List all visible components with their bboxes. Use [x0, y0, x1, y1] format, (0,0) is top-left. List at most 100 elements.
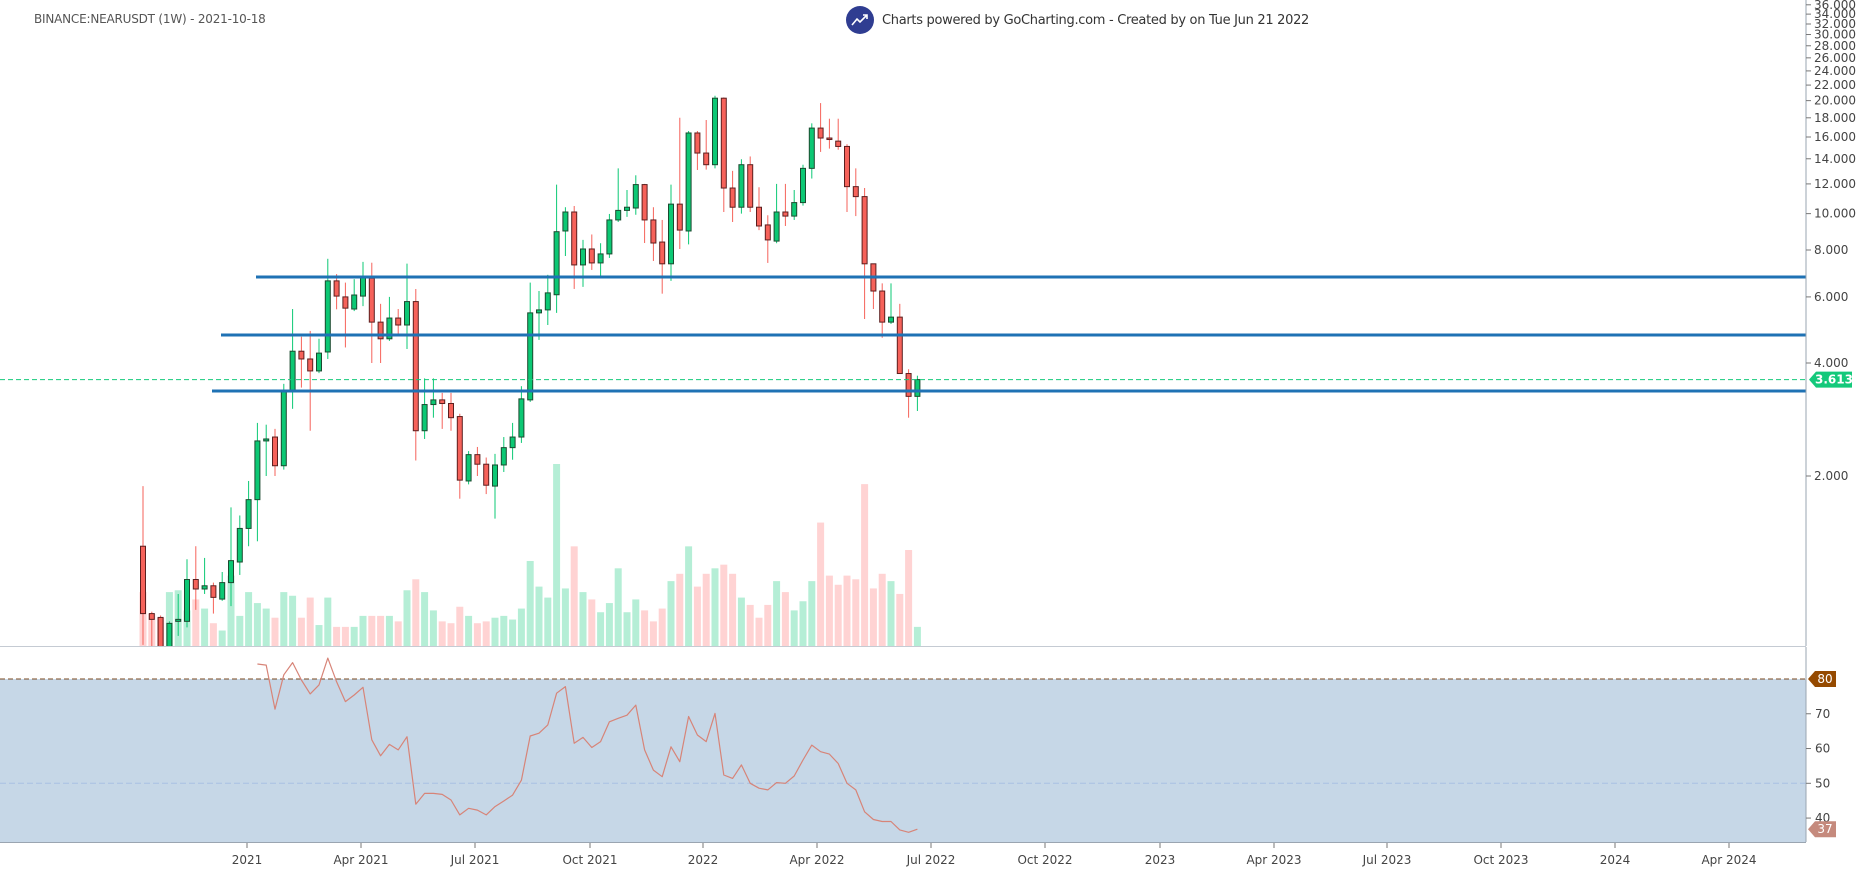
candle[interactable] [676, 117, 683, 249]
candle[interactable] [703, 119, 710, 170]
candle[interactable] [791, 189, 798, 220]
candle[interactable] [544, 274, 551, 325]
candle[interactable] [228, 507, 234, 607]
candle[interactable] [729, 170, 736, 222]
candle[interactable] [597, 243, 604, 277]
candle[interactable] [712, 95, 718, 169]
candle[interactable] [360, 261, 366, 307]
candle[interactable] [430, 378, 437, 418]
candle[interactable] [615, 168, 622, 222]
candle[interactable] [782, 183, 789, 226]
candle-body [844, 145, 850, 188]
volume-bar [737, 597, 745, 646]
candle[interactable] [395, 309, 402, 335]
candle[interactable] [580, 239, 586, 287]
candle[interactable] [536, 291, 542, 340]
candle[interactable] [298, 336, 305, 388]
volume-bar [773, 581, 781, 646]
candle[interactable] [307, 330, 314, 431]
candle[interactable] [500, 437, 507, 472]
time-tick-label: Apr 2023 [1246, 853, 1301, 867]
candle[interactable] [668, 184, 674, 281]
candle[interactable] [456, 413, 463, 499]
candle[interactable] [800, 164, 806, 206]
candle[interactable] [606, 213, 613, 258]
candle[interactable] [756, 187, 762, 231]
time-tick-label: Apr 2021 [333, 853, 388, 867]
candle[interactable] [377, 303, 384, 363]
volume-bar [878, 573, 886, 646]
candle[interactable] [720, 97, 727, 212]
candle[interactable] [157, 615, 164, 647]
candle[interactable] [826, 118, 833, 149]
candle[interactable] [439, 392, 446, 429]
candle[interactable] [324, 258, 331, 359]
candle[interactable] [738, 159, 745, 214]
candle[interactable] [835, 118, 842, 150]
candle[interactable] [650, 207, 657, 261]
candle[interactable] [333, 274, 340, 310]
candle[interactable] [659, 219, 666, 294]
candle[interactable] [280, 383, 287, 470]
candle[interactable] [879, 283, 886, 338]
candle[interactable] [236, 515, 243, 575]
candle[interactable] [896, 303, 903, 375]
candle[interactable] [201, 557, 208, 594]
candle[interactable] [166, 621, 173, 647]
time-tick-label: 2023 [1145, 853, 1176, 867]
candle[interactable] [518, 386, 525, 443]
candle[interactable] [888, 283, 894, 325]
candle[interactable] [562, 207, 569, 257]
candle[interactable] [527, 282, 534, 402]
candle[interactable] [192, 546, 199, 610]
volume-bar [473, 623, 481, 646]
candle[interactable] [870, 263, 877, 310]
candle[interactable] [492, 453, 498, 519]
candle[interactable] [465, 451, 472, 485]
candle[interactable] [632, 175, 639, 215]
candle[interactable] [351, 279, 358, 312]
volume-bar [755, 617, 763, 646]
candle[interactable] [588, 234, 595, 270]
candle[interactable] [773, 183, 780, 244]
candle[interactable] [148, 611, 155, 647]
candle[interactable] [448, 392, 454, 431]
candle[interactable] [764, 215, 771, 263]
price-pane[interactable] [0, 95, 1806, 647]
candle[interactable] [861, 188, 868, 319]
candle[interactable] [263, 424, 270, 476]
candle[interactable] [817, 103, 824, 152]
candle[interactable] [844, 144, 850, 212]
candle[interactable] [342, 282, 349, 348]
candle-body [712, 97, 718, 166]
candle[interactable] [808, 123, 815, 179]
candle[interactable] [685, 130, 692, 245]
candle[interactable] [175, 593, 182, 636]
rsi-pane[interactable] [0, 657, 1806, 842]
candle[interactable] [412, 288, 419, 461]
candle[interactable] [421, 378, 428, 439]
candle[interactable] [483, 457, 490, 495]
candle[interactable] [694, 130, 701, 170]
candle[interactable] [272, 428, 278, 476]
volume-bar [693, 586, 701, 646]
candle[interactable] [210, 582, 217, 614]
candle[interactable] [245, 480, 252, 547]
candle[interactable] [624, 189, 630, 217]
candle[interactable] [289, 309, 296, 409]
candle[interactable] [852, 168, 859, 217]
candle[interactable] [747, 156, 754, 212]
candle[interactable] [914, 375, 921, 411]
candle[interactable] [219, 571, 226, 601]
candle[interactable] [553, 184, 560, 313]
candle[interactable] [509, 422, 516, 460]
candle[interactable] [905, 369, 912, 418]
candle[interactable] [184, 559, 190, 628]
candle[interactable] [474, 446, 481, 476]
candle[interactable] [140, 486, 146, 645]
candle[interactable] [254, 422, 261, 542]
candle[interactable] [641, 183, 648, 244]
candle[interactable] [571, 205, 578, 289]
candle[interactable] [316, 338, 322, 374]
